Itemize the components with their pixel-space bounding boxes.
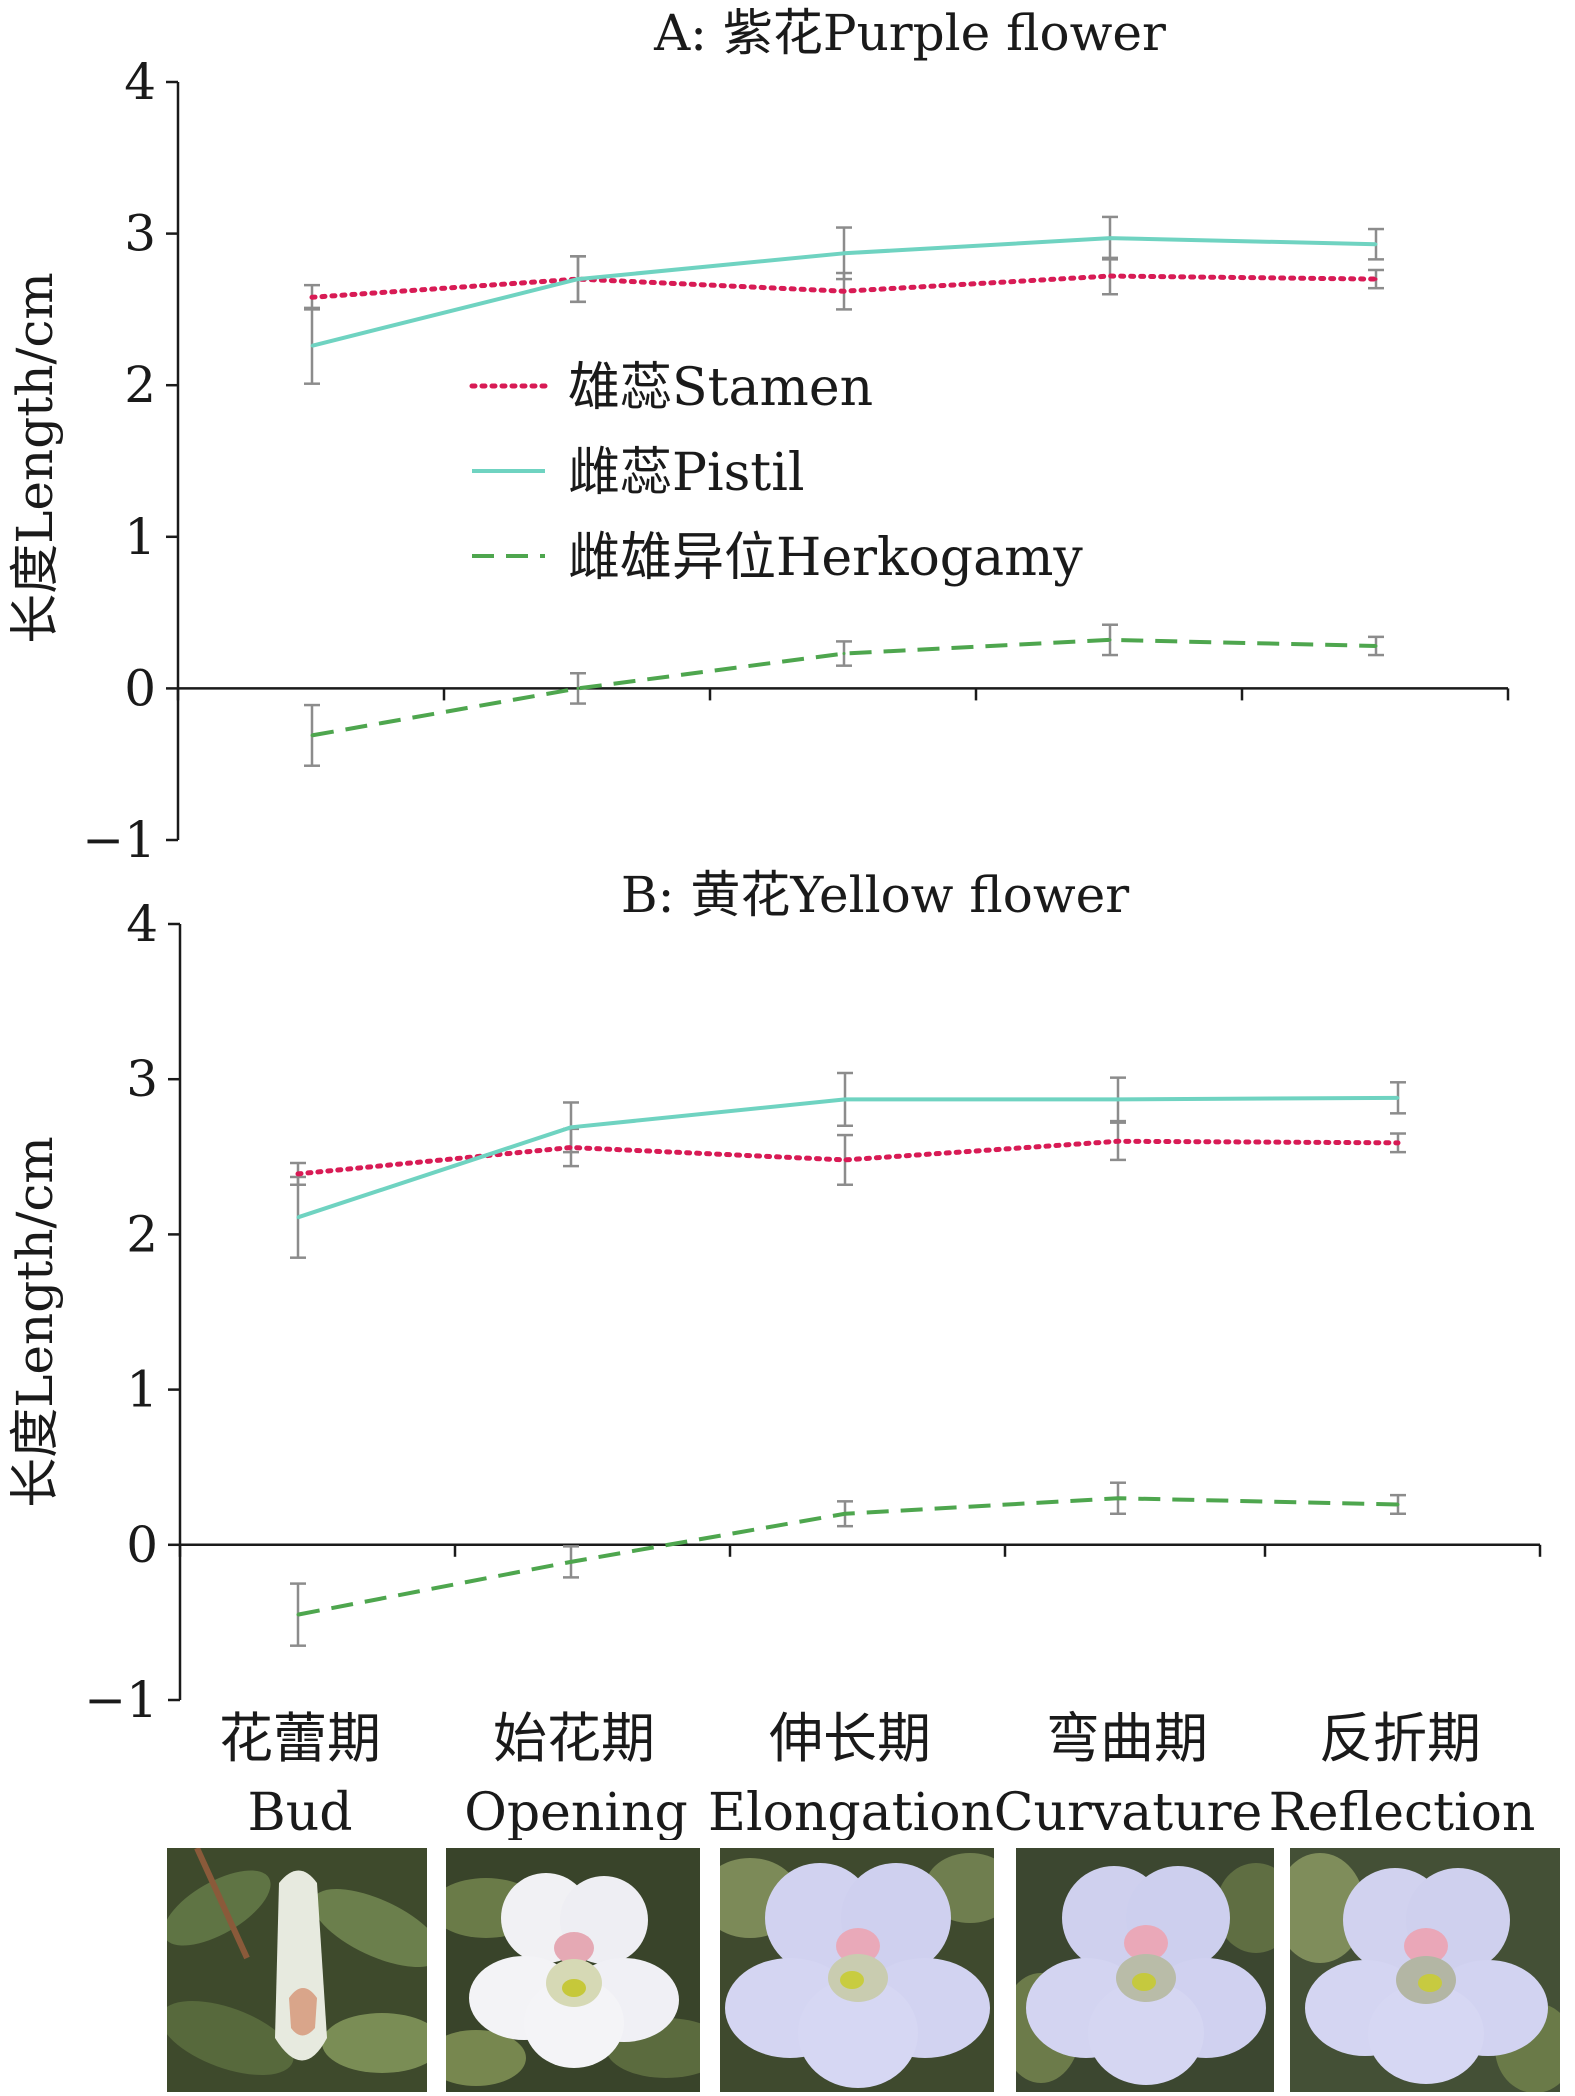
flower-bud-photo [167, 1848, 427, 2092]
stage-label-en: Opening [464, 1783, 688, 1840]
stage-label-cn: 花蕾期 [219, 1707, 381, 1770]
panel-b-point-pistil [843, 1097, 847, 1101]
panel-b-point-herkogamy [1116, 1496, 1120, 1500]
panel-a-point-pistil [842, 251, 846, 255]
panel-b-chart: B: 黄花Yellow flower 长度Length/cm −1 0 1 2 3 4 [6, 866, 1542, 1729]
panel-a-y-tick-label: 4 [124, 53, 156, 111]
panel-a-point-herkogamy [576, 686, 580, 690]
panel-b-point-stamen [843, 1158, 847, 1162]
panel-b-point-stamen [1116, 1139, 1120, 1143]
panel-b-point-herkogamy [843, 1512, 847, 1516]
panel-b-y-tick-label: 3 [126, 1050, 158, 1108]
flower-elongation-photo [720, 1848, 994, 2092]
panel-b-point-herkogamy [1396, 1502, 1400, 1506]
panel-b-marks [290, 1071, 1406, 1647]
panel-a-marks [304, 215, 1384, 767]
panel-b-y-tick-label: 0 [126, 1516, 158, 1574]
panel-a-point-stamen [310, 295, 314, 299]
panel-b-point-stamen [1396, 1141, 1400, 1145]
panel-a-point-stamen [842, 289, 846, 293]
flower-curvature-photo [1016, 1848, 1274, 2092]
panel-a-axes: −1 0 1 2 3 4 [82, 53, 1510, 869]
panel-a-y-tick-label: −1 [82, 811, 156, 869]
panel-b-series-stamen [295, 1138, 1401, 1177]
panel-b-point-pistil [569, 1125, 573, 1129]
stage-label-cn: 伸长期 [769, 1707, 931, 1770]
panel-b-ylabel: 长度Length/cm [6, 1136, 64, 1508]
panel-a-y-tick-label: 2 [124, 356, 156, 414]
panel-b-series-herkogamy [297, 1496, 1399, 1617]
panel-b-point-stamen [296, 1172, 300, 1176]
panel-b-title: B: 黄花Yellow flower [621, 866, 1129, 924]
stage-labels: 花蕾期 Bud 始花期 Opening 伸长期 Elongation 弯曲期 C… [219, 1707, 1536, 1843]
stage-label-cn: 弯曲期 [1046, 1707, 1208, 1770]
panel-a-point-herkogamy [310, 733, 314, 737]
flower-opening-photo [446, 1848, 700, 2092]
panel-a-point-pistil [1374, 242, 1378, 246]
panel-a-y-tick-label: 0 [124, 659, 156, 717]
panel-b-point-pistil [1396, 1096, 1400, 1100]
stage-label-cn: 反折期 [1319, 1707, 1481, 1770]
panel-a-point-stamen [1374, 277, 1378, 281]
panel-a-series-herkogamy [311, 637, 1377, 738]
panel-a-point-stamen [1108, 274, 1112, 278]
legend: 雄蕊Stamen 雌蕊Pistil 雌雄异位Herkogamy [469, 358, 1083, 588]
stage-label-en: Bud [248, 1783, 353, 1840]
panel-b-point-pistil [1116, 1097, 1120, 1101]
flower-reflection-photo [1290, 1848, 1560, 2092]
legend-stamen-label: 雄蕊Stamen [568, 358, 873, 418]
panel-a-title: A: 紫花Purple flower [653, 4, 1166, 62]
panel-b-y-tick-label: 1 [126, 1361, 158, 1419]
panel-a-chart: A: 紫花Purple flower 长度Length/cm −1 0 1 2 3 4 雄… [6, 4, 1510, 869]
panel-b-y-tick-label: −1 [84, 1671, 158, 1729]
panel-a-point-pistil [576, 277, 580, 281]
stage-label-en: Curvature [994, 1783, 1263, 1840]
panel-b-point-herkogamy [296, 1613, 300, 1617]
panel-b-y-tick-label: 4 [126, 895, 158, 953]
panel-a-point-pistil [310, 344, 314, 348]
stage-label-en: Elongation [708, 1783, 994, 1840]
legend-herkogamy-label: 雌雄异位Herkogamy [568, 528, 1083, 588]
panel-b-point-stamen [569, 1145, 573, 1149]
panel-a-point-herkogamy [1374, 644, 1378, 648]
panel-b-point-pistil [296, 1215, 300, 1219]
stage-label-en: Reflection [1269, 1783, 1536, 1840]
stage-label-cn: 始花期 [493, 1707, 655, 1770]
panel-a-point-herkogamy [1108, 638, 1112, 642]
panel-a-y-tick-label: 3 [124, 205, 156, 263]
panel-b-point-herkogamy [569, 1560, 573, 1564]
panel-b-axes: −1 0 1 2 3 4 [84, 895, 1542, 1729]
panel-b-y-tick-label: 2 [126, 1205, 158, 1263]
panel-a-point-herkogamy [842, 652, 846, 656]
figure-charts: A: 紫花Purple flower 长度Length/cm −1 0 1 2 3 4 雄… [6, 4, 1542, 1843]
panel-a-y-tick-label: 1 [124, 508, 156, 566]
panel-a-point-pistil [1108, 236, 1112, 240]
panel-a-ylabel: 长度Length/cm [6, 272, 64, 644]
legend-pistil-label: 雌蕊Pistil [568, 443, 804, 503]
